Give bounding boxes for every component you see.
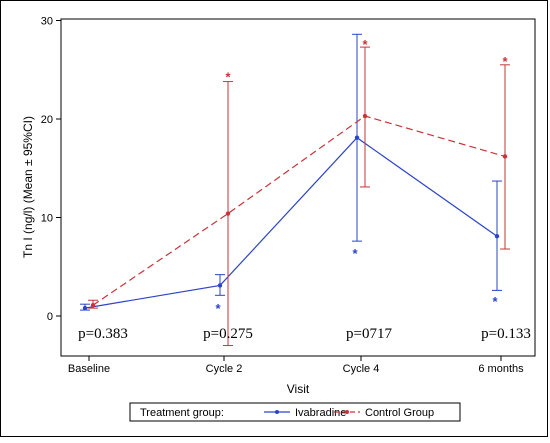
significance-star: *: [215, 301, 221, 316]
y-axis-label: Tn I (ng/l) (Mean ± 95%CI): [21, 116, 35, 258]
x-tick-label: Cycle 4: [343, 363, 380, 375]
x-tick-label: Cycle 2: [206, 363, 243, 375]
x-tick-label: 6 months: [478, 363, 524, 375]
p-value-annotation: p=0717: [346, 326, 392, 342]
significance-star: *: [502, 54, 508, 69]
data-point: [362, 113, 368, 119]
data-point: [217, 283, 223, 288]
legend-items: Ivabradine Control Group: [264, 407, 434, 419]
significance-star: *: [352, 246, 358, 261]
legend-box: [129, 402, 461, 422]
legend-swatch-marker: [275, 410, 279, 414]
series-layer: * * * * * *: [80, 33, 510, 347]
series-line: [92, 115, 506, 306]
y-tick-label: 0: [47, 311, 53, 323]
legend: Treatment group: Ivabradine Control Group: [129, 402, 461, 422]
p-value-annotation: p=0.275: [203, 326, 253, 342]
x-tick-label: Baseline: [68, 363, 110, 375]
series-ivabradine: * * *: [80, 33, 502, 316]
significance-star: *: [362, 37, 368, 52]
p-value-annotation: p=0.133: [481, 326, 531, 342]
data-point: [225, 211, 231, 216]
y-tick-label: 30: [41, 16, 53, 28]
significance-star: *: [492, 294, 498, 309]
legend-title: Treatment group:: [140, 407, 224, 419]
legend-swatch-marker: [345, 410, 349, 414]
legend-label: Control Group: [365, 407, 434, 419]
annotation-layer: p=0.383 p=0.275 p=0717 p=0.133: [78, 326, 531, 342]
plot-area: [60, 18, 536, 357]
significance-star: *: [225, 70, 231, 85]
data-point: [494, 234, 500, 239]
data-point: [502, 154, 508, 159]
data-point: [82, 305, 88, 311]
series-line: [84, 136, 498, 309]
series-control-group: * * *: [88, 37, 510, 347]
y-tick-label: 10: [41, 213, 53, 225]
data-point: [354, 135, 360, 140]
x-axis-label: Visit: [287, 382, 310, 396]
x-axis-ticks: Baseline Cycle 2 Cycle 4 6 months: [68, 356, 524, 375]
y-tick-label: 20: [41, 114, 53, 126]
y-axis-ticks: 0 10 20 30: [41, 16, 61, 323]
p-value-annotation: p=0.383: [78, 326, 128, 342]
data-point: [90, 302, 96, 308]
legend-label: Ivabradine: [295, 407, 346, 419]
